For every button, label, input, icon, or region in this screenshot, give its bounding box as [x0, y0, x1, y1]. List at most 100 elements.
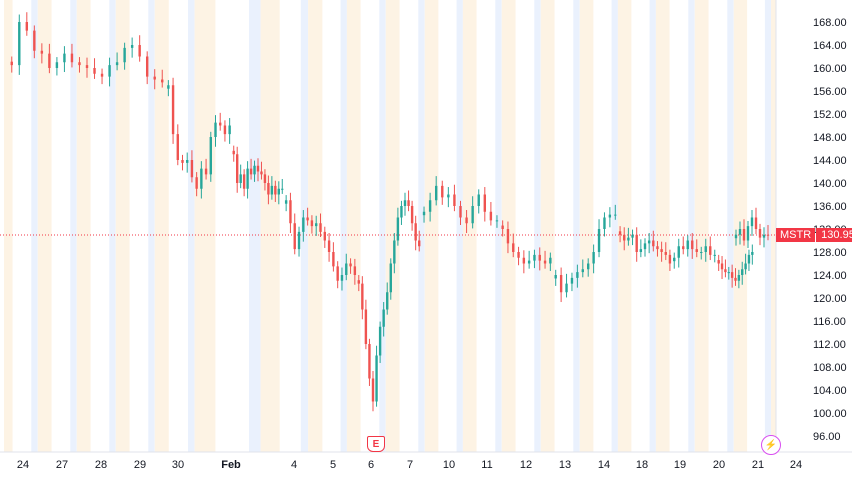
- split-label: ⚡: [764, 439, 778, 451]
- candle-body: [603, 217, 606, 229]
- candle: [538, 247, 541, 271]
- candle-body: [447, 194, 450, 198]
- premarket-band: [462, 0, 468, 452]
- candle: [48, 43, 51, 74]
- earnings-flag-icon[interactable]: E: [367, 436, 385, 452]
- candle: [364, 299, 368, 350]
- time-axis[interactable]: 24 27 28 29 30 Feb 4 5 6 7 10 11 12 13 14 18 19 20 21 24: [17, 459, 802, 471]
- candle-body: [78, 62, 81, 66]
- candle-body: [441, 185, 444, 198]
- candle: [236, 146, 239, 193]
- candle: [249, 158, 253, 180]
- candle-body: [270, 185, 274, 195]
- price-axis[interactable]: 96.00 100.00 104.00 108.00 112.00 116.00 120.0…: [813, 17, 847, 443]
- candle-body: [186, 160, 189, 163]
- candle: [10, 56, 13, 73]
- candle: [668, 249, 672, 271]
- candle: [533, 249, 536, 269]
- candle: [506, 221, 510, 254]
- candle: [310, 215, 314, 234]
- candle-body: [161, 79, 164, 83]
- candle-body: [249, 168, 253, 175]
- candle: [400, 200, 403, 225]
- candle: [195, 172, 198, 197]
- candle-body: [361, 283, 364, 310]
- candle-body: [40, 50, 44, 54]
- candle: [489, 201, 493, 226]
- time-tick-label: 12: [520, 459, 532, 471]
- candle-body: [738, 229, 742, 235]
- candle: [647, 233, 651, 254]
- premarket-band: [391, 0, 400, 452]
- time-tick-label: 6: [368, 459, 374, 471]
- candle-body: [236, 154, 239, 183]
- candle-body: [407, 200, 410, 206]
- candle: [349, 258, 352, 274]
- premarket-band: [346, 0, 352, 452]
- candle: [635, 227, 638, 262]
- candle: [345, 253, 348, 281]
- candle-body: [228, 125, 231, 135]
- candle: [543, 250, 547, 269]
- candle: [614, 204, 617, 220]
- price-tick-label: 160.00: [813, 63, 847, 75]
- lightning-icon[interactable]: ⚡: [761, 435, 781, 455]
- candle: [713, 249, 716, 263]
- candle: [368, 338, 371, 386]
- candle: [643, 238, 647, 257]
- candle-body: [608, 214, 612, 218]
- premarket-band: [76, 0, 82, 452]
- premarket-band: [507, 0, 516, 452]
- candle: [382, 302, 385, 337]
- candle-body: [643, 243, 647, 250]
- candle-body: [538, 254, 541, 261]
- candle: [302, 210, 305, 242]
- candle-body: [277, 188, 280, 195]
- candle: [627, 227, 630, 246]
- afterhours-band: [495, 0, 502, 452]
- afterhours-band: [148, 0, 155, 452]
- candle: [428, 192, 432, 222]
- candle: [361, 276, 364, 320]
- candle-body: [737, 275, 741, 281]
- candle-body: [239, 174, 242, 183]
- candle-body: [744, 263, 747, 270]
- candle: [554, 269, 557, 286]
- candle-body: [25, 22, 29, 31]
- candle: [386, 282, 389, 315]
- candle: [459, 200, 462, 225]
- candle-body: [730, 272, 734, 278]
- candle-body: [483, 194, 487, 212]
- candle-body: [734, 234, 738, 239]
- candle: [720, 256, 724, 280]
- candle-body: [471, 206, 474, 224]
- candle: [393, 233, 396, 274]
- candle: [375, 345, 378, 407]
- candle-body: [123, 47, 126, 63]
- premarket-band: [260, 0, 270, 452]
- candle: [145, 51, 149, 85]
- candle-body: [368, 344, 371, 379]
- candle: [263, 169, 267, 191]
- candle: [186, 152, 189, 173]
- candle: [340, 267, 344, 291]
- candle: [656, 241, 659, 257]
- candle-body: [382, 309, 385, 327]
- candle: [315, 215, 318, 236]
- time-tick-label: 18: [636, 459, 648, 471]
- candle: [758, 223, 762, 246]
- candle-body: [375, 355, 378, 402]
- candle-body: [762, 234, 766, 238]
- candle: [209, 131, 212, 182]
- premarket-band: [585, 0, 594, 452]
- candle: [389, 258, 392, 300]
- premarket-band: [579, 0, 585, 452]
- candle: [289, 192, 292, 234]
- time-tick-label: 28: [95, 459, 107, 471]
- candle-body: [570, 277, 574, 284]
- candle: [100, 68, 104, 85]
- candle: [751, 244, 754, 265]
- price-tick-label: 164.00: [813, 40, 847, 52]
- candle: [512, 233, 515, 258]
